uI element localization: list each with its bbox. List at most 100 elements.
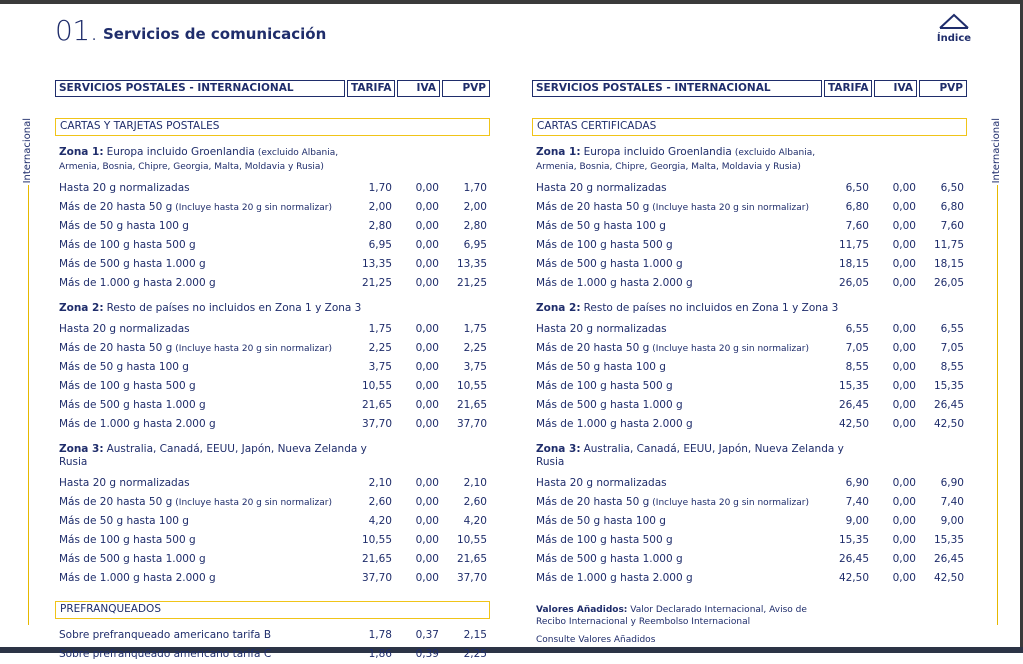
price-cell: 1,78 (368, 629, 392, 641)
price-cell: 0,00 (892, 182, 916, 194)
zone-name: Zona 2: (536, 302, 581, 314)
row-label: Más de 50 g hasta 100 g (536, 512, 819, 531)
row-label: Más de 100 g hasta 500 g (536, 236, 819, 255)
price-row: Más de 500 g hasta 1.000 g 18,15 0,00 18,15 (532, 255, 967, 274)
price-cell: 6,50 (940, 182, 964, 194)
price-cell: 0,39 (415, 648, 439, 660)
price-row: Más de 500 g hasta 1.000 g 13,35 0,00 13,35 (55, 255, 490, 274)
row-label-text: Más de 100 g hasta 500 g (536, 534, 673, 546)
zone-desc: Australia, Canadá, EEUU, Japón, Nueva Ze… (536, 443, 844, 468)
side-label: Internacional (22, 118, 33, 184)
price-cell: 26,05 (933, 277, 964, 289)
price-cell: 3,75 (463, 361, 487, 373)
price-cell: 7,05 (940, 342, 964, 354)
price-row: Más de 50 g hasta 100 g 7,60 0,00 7,60 (532, 217, 967, 236)
row-note: (Incluye hasta 20 g sin normalizar) (175, 498, 332, 508)
row-label: Más de 500 g hasta 1.000 g (59, 396, 342, 415)
header-cell: IVA (397, 80, 440, 97)
price-cell: 15,35 (933, 380, 964, 392)
price-cell: 0,00 (892, 496, 916, 508)
row-label: Más de 1.000 g hasta 2.000 g (59, 274, 342, 293)
price-cell: 10,55 (456, 380, 487, 392)
row-label-text: Más de 20 hasta 50 g (536, 342, 650, 354)
row-label: Más de 20 hasta 50 g (Incluye hasta 20 g … (59, 198, 342, 217)
price-cell: 2,60 (368, 496, 392, 508)
price-column: SERVICIOS POSTALES - INTERNACIONAL TARIFA… (55, 80, 490, 664)
header-cell: PVP (919, 80, 967, 97)
row-label-text: Más de 500 g hasta 1.000 g (59, 399, 206, 411)
price-cell: 42,50 (933, 418, 964, 430)
price-cell: 11,75 (933, 239, 964, 251)
row-label-text: Más de 100 g hasta 500 g (59, 534, 196, 546)
row-label: Más de 100 g hasta 500 g (59, 531, 342, 550)
row-label: Más de 20 hasta 50 g (Incluye hasta 20 g … (59, 493, 342, 512)
price-cell: 0,00 (892, 258, 916, 270)
row-label-text: Más de 1.000 g hasta 2.000 g (59, 572, 216, 584)
index-label: Índice (936, 33, 972, 44)
price-cell: 0,00 (892, 201, 916, 213)
price-row: Más de 20 hasta 50 g (Incluye hasta 20 g … (532, 198, 967, 217)
price-row: Más de 500 g hasta 1.000 g 26,45 0,00 26,45 (532, 396, 967, 415)
price-cell: 6,90 (845, 477, 869, 489)
price-cell: 0,00 (415, 380, 439, 392)
price-cell: 2,25 (368, 342, 392, 354)
row-label: Más de 1.000 g hasta 2.000 g (59, 415, 342, 434)
row-label-text: Más de 100 g hasta 500 g (59, 239, 196, 251)
zone-desc: Resto de países no incluidos en Zona 1 y… (583, 302, 839, 314)
zone-note: (excluido Albania, Armenia, Bosnia, Chip… (59, 148, 339, 172)
row-label-text: Hasta 20 g normalizadas (59, 323, 190, 335)
price-row: Más de 20 hasta 50 g (Incluye hasta 20 g … (532, 493, 967, 512)
zone-note: (excluido Albania, Armenia, Bosnia, Chip… (536, 148, 816, 172)
row-label: Más de 100 g hasta 500 g (536, 531, 819, 550)
price-row: Más de 100 g hasta 500 g 6,95 0,00 6,95 (55, 236, 490, 255)
footer-link[interactable]: Consulte Valores Añadidos (536, 635, 656, 645)
price-row: Más de 1.000 g hasta 2.000 g 37,70 0,00 37,… (55, 569, 490, 588)
price-cell: 0,00 (415, 182, 439, 194)
row-label-text: Más de 50 g hasta 100 g (536, 515, 666, 527)
price-cell: 13,35 (456, 258, 487, 270)
price-row: Más de 100 g hasta 500 g 10,55 0,00 10,55 (55, 531, 490, 550)
price-cell: 37,70 (361, 418, 392, 430)
row-label: Más de 20 hasta 50 g (Incluye hasta 20 g … (59, 339, 342, 358)
price-cell: 10,55 (361, 380, 392, 392)
price-cell: 0,00 (892, 277, 916, 289)
footer-note: Valores Añadidos: Valor Declarado Intern… (532, 604, 836, 628)
price-row: Hasta 20 g normalizadas 6,55 0,00 6,55 (532, 320, 967, 339)
price-row: Hasta 20 g normalizadas 6,50 0,00 6,50 (532, 179, 967, 198)
price-cell: 2,00 (368, 201, 392, 213)
price-cell: 0,00 (892, 515, 916, 527)
price-cell: 18,15 (933, 258, 964, 270)
price-row: Más de 500 g hasta 1.000 g 21,65 0,00 21,65 (55, 550, 490, 569)
price-cell: 0,00 (415, 534, 439, 546)
window-frame (0, 647, 1023, 653)
row-label: Más de 20 hasta 50 g (Incluye hasta 20 g … (536, 198, 819, 217)
price-cell: 2,25 (463, 648, 487, 660)
footer-text: Valor Declarado Internacional, Aviso de … (536, 605, 807, 627)
index-link[interactable]: Índice (934, 12, 974, 44)
row-label: Más de 20 hasta 50 g (Incluye hasta 20 g … (536, 493, 819, 512)
price-cell: 2,15 (463, 629, 487, 641)
price-cell: 0,00 (415, 553, 439, 565)
row-label-text: Más de 1.000 g hasta 2.000 g (59, 277, 216, 289)
price-cell: 6,55 (940, 323, 964, 335)
price-cell: 18,15 (838, 258, 869, 270)
price-cell: 0,00 (892, 380, 916, 392)
price-cell: 6,80 (940, 201, 964, 213)
price-cell: 2,80 (463, 220, 487, 232)
price-cell: 0,00 (892, 534, 916, 546)
zone-name: Zona 1: (536, 146, 581, 158)
price-cell: 0,00 (892, 553, 916, 565)
zone-heading: Zona 1: Europa incluido Groenlandia (exclu… (55, 146, 379, 174)
price-cell: 7,05 (845, 342, 869, 354)
row-label: Más de 500 g hasta 1.000 g (59, 255, 342, 274)
row-label-text: Más de 20 hasta 50 g (59, 496, 173, 508)
price-cell: 0,00 (415, 477, 439, 489)
price-cell: 1,86 (368, 648, 392, 660)
zone-heading: Zona 1: Europa incluido Groenlandia (exclu… (532, 146, 856, 174)
header-cell: TARIFA (347, 80, 395, 97)
price-cell: 0,00 (415, 258, 439, 270)
row-label-text: Más de 20 hasta 50 g (536, 201, 650, 213)
price-cell: 4,20 (368, 515, 392, 527)
row-label-text: Más de 1.000 g hasta 2.000 g (536, 418, 693, 430)
row-label: Más de 50 g hasta 100 g (59, 217, 342, 236)
